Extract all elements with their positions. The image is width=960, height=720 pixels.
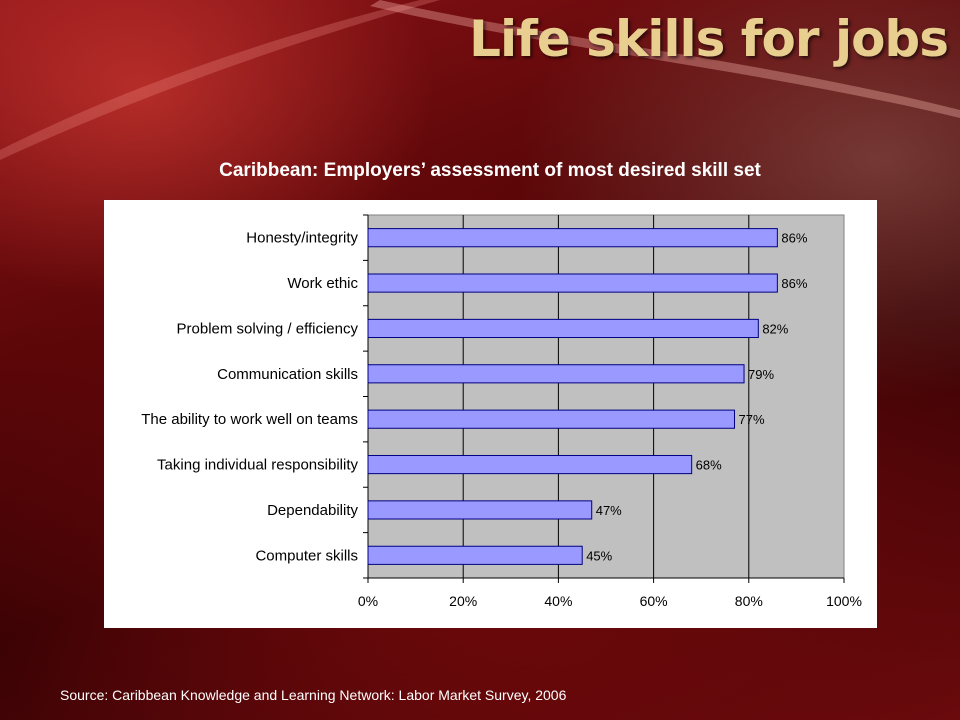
bar-chart: 0% 20% 40% 60% 80% 100% Honesty/integrity 86% Wo… xyxy=(141,214,862,609)
x-tick-label: 0% xyxy=(358,593,378,609)
category-label: Taking individual responsibility xyxy=(157,457,358,474)
bar xyxy=(367,318,759,339)
chart-panel: 0% 20% 40% 60% 80% 100% Honesty/integrity 86% Wo… xyxy=(104,200,877,628)
data-label: 86% xyxy=(781,231,807,246)
x-tick-label: 40% xyxy=(544,593,572,609)
source-note: Source: Caribbean Knowledge and Learning… xyxy=(60,687,567,703)
data-label: 86% xyxy=(781,276,807,291)
bar xyxy=(367,228,778,248)
bar xyxy=(367,454,693,475)
plot-area xyxy=(367,214,845,579)
category-label: Honesty/integrity xyxy=(246,230,358,247)
data-label: 47% xyxy=(596,503,622,518)
bar xyxy=(367,545,583,565)
data-label: 68% xyxy=(696,458,722,473)
data-label: 77% xyxy=(739,412,765,427)
x-tick-label: 20% xyxy=(449,593,477,609)
category-label: Computer skills xyxy=(255,547,358,564)
bar xyxy=(367,273,778,293)
data-label: 79% xyxy=(748,367,774,382)
category-label: The ability to work well on teams xyxy=(141,411,358,428)
data-label: 82% xyxy=(762,321,788,336)
category-label: Work ethic xyxy=(287,275,358,292)
x-tick-label: 80% xyxy=(735,593,763,609)
x-tick-label: 100% xyxy=(826,593,862,609)
bar xyxy=(367,364,745,384)
category-label: Dependability xyxy=(267,502,358,519)
category-label: Communication skills xyxy=(217,366,358,383)
data-label: 45% xyxy=(586,548,612,563)
bar xyxy=(367,409,736,429)
x-tick-label: 60% xyxy=(640,593,668,609)
chart-title: Caribbean: Employers’ assessment of most… xyxy=(219,160,761,181)
slide-title: Life skills for jobs xyxy=(469,10,949,68)
category-label: Problem solving / efficiency xyxy=(177,320,359,337)
bar xyxy=(367,500,593,520)
